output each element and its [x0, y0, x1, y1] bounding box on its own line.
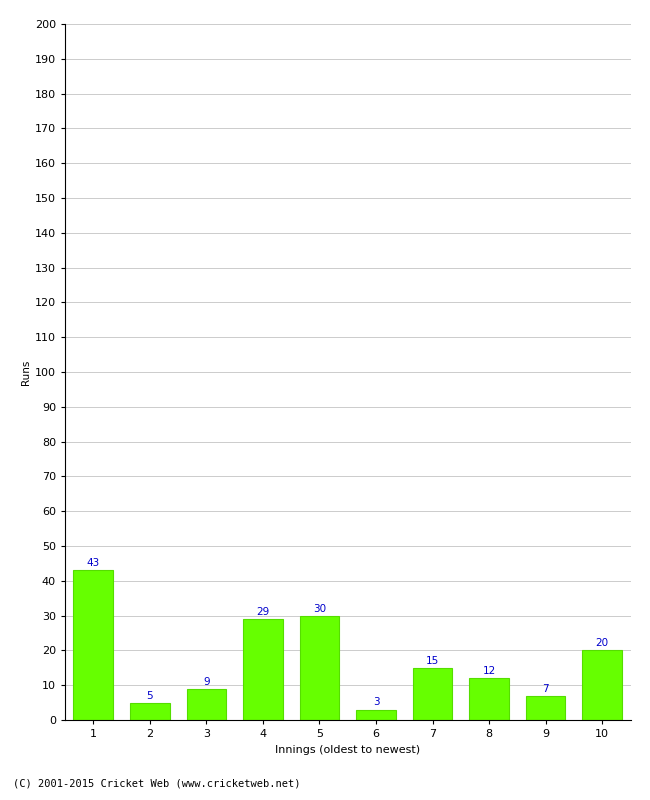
Bar: [526, 696, 566, 720]
Bar: [187, 689, 226, 720]
Text: 15: 15: [426, 656, 439, 666]
Text: 9: 9: [203, 677, 210, 686]
Text: 7: 7: [542, 683, 549, 694]
Text: (C) 2001-2015 Cricket Web (www.cricketweb.net): (C) 2001-2015 Cricket Web (www.cricketwe…: [13, 778, 300, 788]
X-axis label: Innings (oldest to newest): Innings (oldest to newest): [275, 745, 421, 754]
Text: 5: 5: [146, 690, 153, 701]
Text: 30: 30: [313, 603, 326, 614]
Bar: [243, 619, 283, 720]
Text: 12: 12: [482, 666, 496, 676]
Text: 3: 3: [372, 698, 380, 707]
Bar: [582, 650, 622, 720]
Bar: [130, 702, 170, 720]
Text: 29: 29: [256, 607, 270, 617]
Bar: [73, 570, 113, 720]
Text: 20: 20: [595, 638, 609, 648]
Text: 43: 43: [86, 558, 100, 568]
Bar: [300, 616, 339, 720]
Bar: [356, 710, 396, 720]
Bar: [413, 668, 452, 720]
Y-axis label: Runs: Runs: [21, 359, 31, 385]
Bar: [469, 678, 509, 720]
